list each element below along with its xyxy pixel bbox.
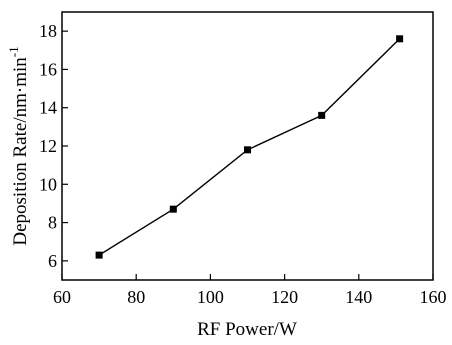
- data-point-marker: [169, 205, 177, 213]
- y-axis-title-main: Deposition Rate/nm·min: [10, 57, 31, 246]
- y-tick-label: 12: [39, 136, 57, 156]
- y-axis-ticks: 6 8 10 12 14 16 18: [39, 21, 68, 271]
- y-tick-label: 8: [48, 213, 57, 233]
- data-point-marker: [396, 35, 404, 43]
- y-axis-title-superscript: -1: [6, 46, 21, 57]
- y-tick-label: 10: [39, 174, 57, 194]
- x-tick-label: 140: [345, 287, 372, 307]
- data-point-marker: [244, 146, 251, 154]
- series-layer: [95, 35, 404, 259]
- x-tick-label: 160: [420, 287, 447, 307]
- x-tick-label: 60: [53, 287, 71, 307]
- y-axis-title-group: Deposition Rate/nm·min-1: [6, 46, 31, 245]
- y-tick-label: 6: [48, 251, 57, 271]
- y-tick-label: 16: [39, 59, 57, 79]
- y-axis-title: Deposition Rate/nm·min-1: [6, 46, 31, 245]
- data-point-marker: [95, 251, 103, 259]
- x-axis-title: RF Power/W: [197, 319, 297, 340]
- plot-frame: [61, 11, 434, 281]
- y-tick-label: 18: [39, 21, 57, 41]
- x-axis-ticks: 60 80 100 120 140 160: [53, 274, 447, 307]
- x-tick-label: 120: [271, 287, 298, 307]
- data-point-marker: [318, 111, 326, 119]
- y-tick-label: 14: [39, 98, 57, 118]
- x-tick-label: 80: [127, 287, 145, 307]
- x-tick-label: 100: [197, 287, 224, 307]
